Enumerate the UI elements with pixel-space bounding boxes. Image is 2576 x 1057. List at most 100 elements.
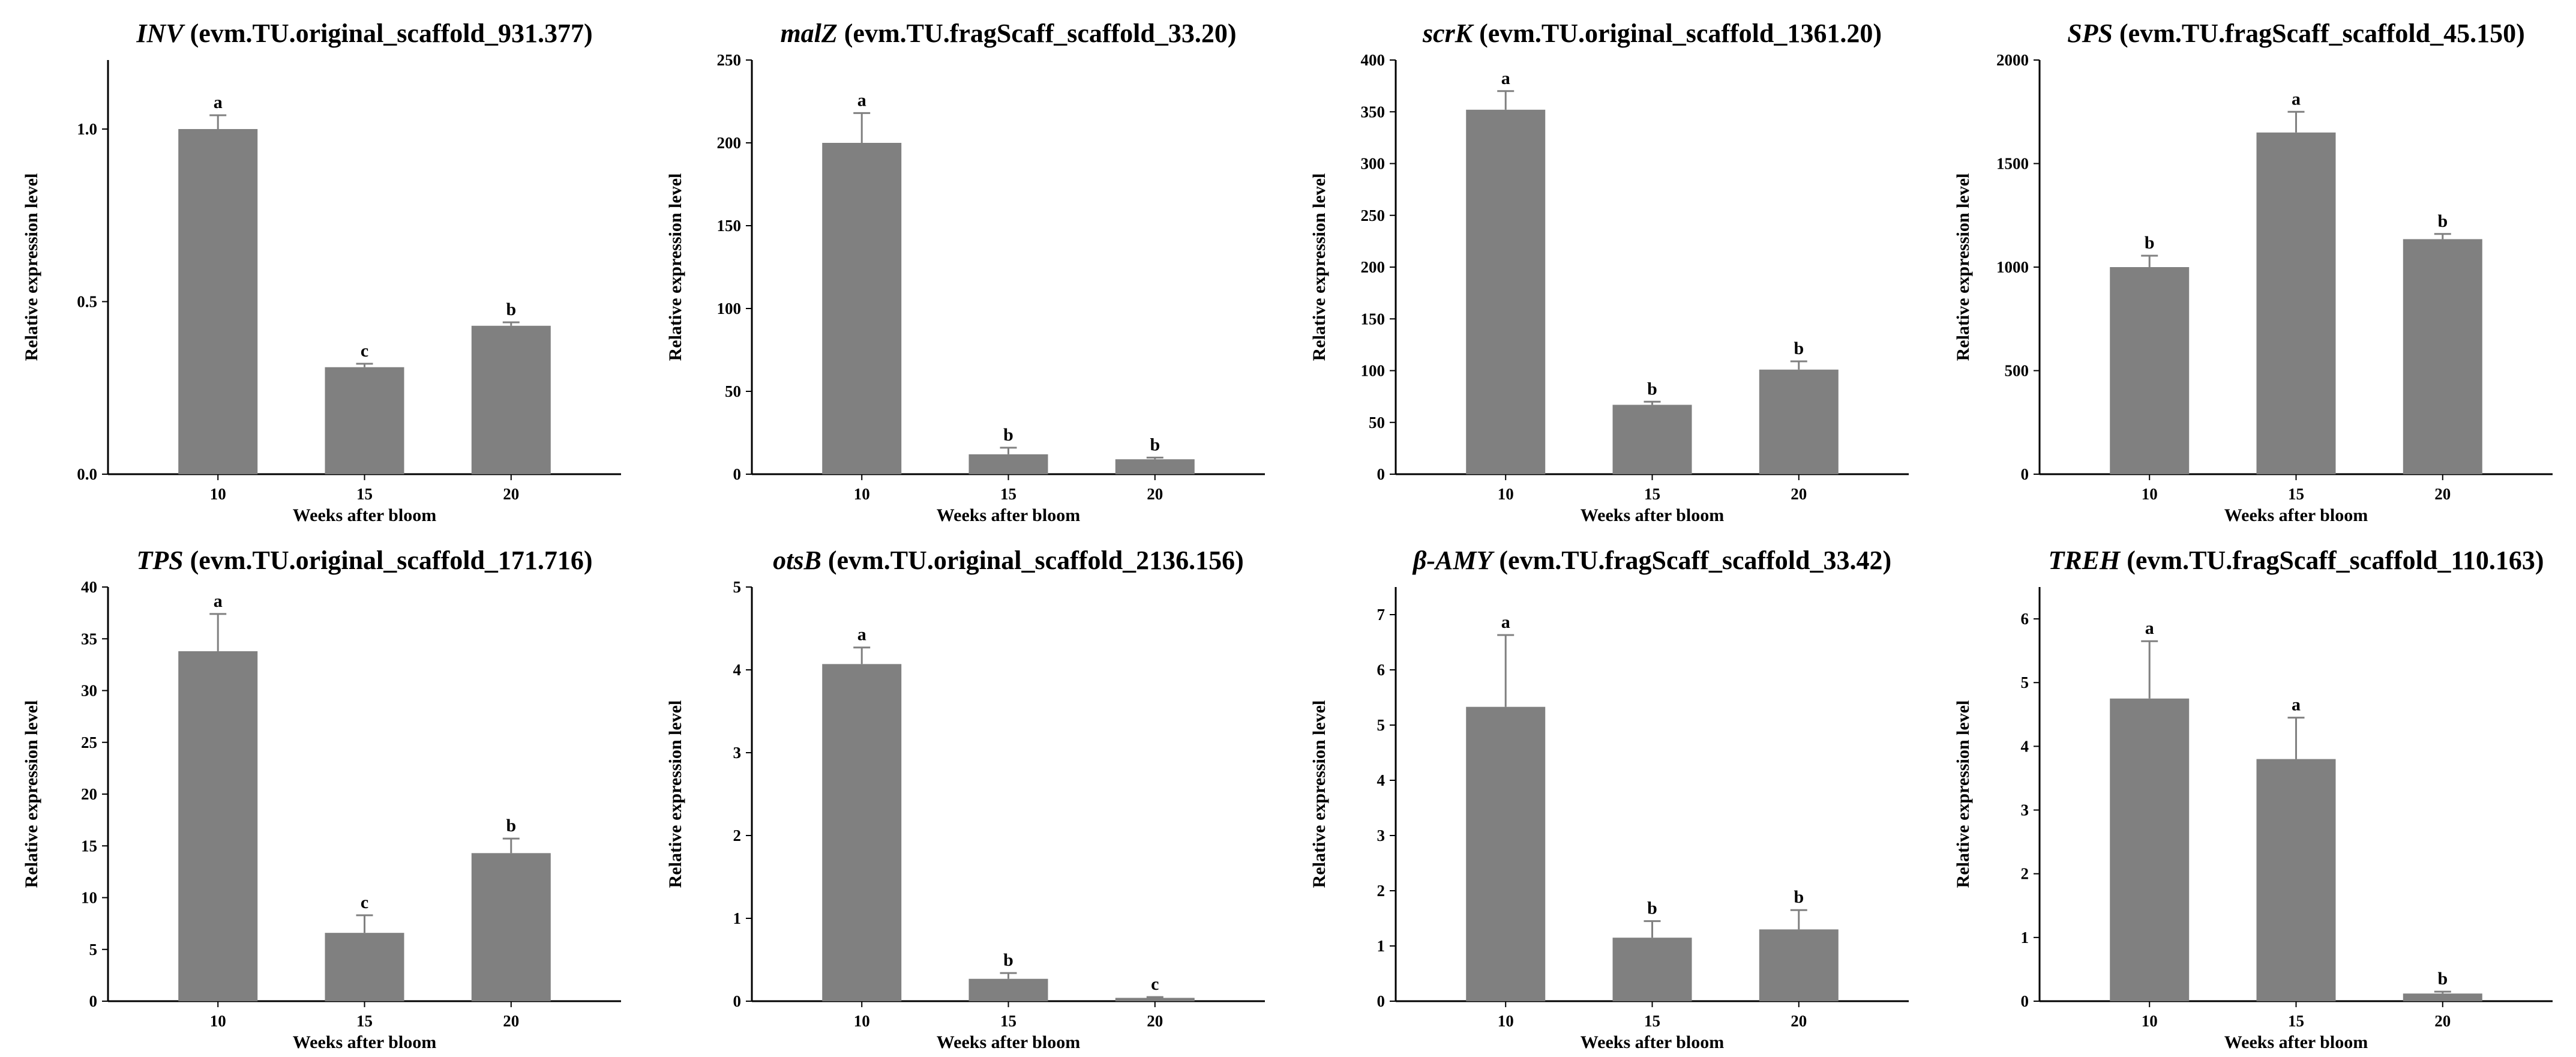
x-tick-label: 10 — [1498, 485, 1514, 503]
y-tick-label: 100 — [1361, 362, 1386, 380]
chart-svg: TPS (evm.TU.original_scaffold_171.716) 0 5… — [22, 546, 621, 1052]
chart-title: otsB (evm.TU.original_scaffold_2136.156) — [773, 546, 1244, 575]
chart-title: TREH (evm.TU.fragScaff_scaffold_110.163) — [2048, 546, 2544, 575]
significance-label: b — [1003, 950, 1013, 970]
y-tick-label: 0 — [89, 992, 98, 1010]
x-tick-label: 10 — [854, 1012, 870, 1030]
bar — [178, 651, 258, 1001]
y-tick-label: 0 — [2021, 992, 2029, 1010]
chart-title-id: (evm.TU.original_scaffold_171.716) — [184, 546, 593, 575]
y-axis-title: Relative expression level — [665, 700, 685, 888]
x-tick-label: 20 — [1791, 485, 1807, 503]
x-tick-label: 10 — [2142, 1012, 2158, 1030]
y-tick-label: 0 — [1377, 465, 1386, 483]
chart-panel-2: malZ (evm.TU.fragScaff_scaffold_33.20) 0 5… — [644, 0, 1288, 527]
x-tick-label: 20 — [2434, 1012, 2451, 1030]
chart-panel-4: SPS (evm.TU.fragScaff_scaffold_45.150) 0 5… — [1932, 0, 2575, 527]
bar — [2403, 239, 2482, 474]
chart-title-id: (evm.TU.fragScaff_scaffold_33.20) — [838, 19, 1237, 48]
x-tick-label: 15 — [356, 485, 373, 503]
y-tick-label: 5 — [2021, 673, 2029, 691]
chart-panel-8: TREH (evm.TU.fragScaff_scaffold_110.163)… — [1932, 527, 2575, 1054]
significance-label: b — [2437, 969, 2448, 989]
significance-label: a — [1501, 68, 1510, 88]
significance-label: b — [1003, 425, 1013, 445]
chart-panel-7: β-AMY (evm.TU.fragScaff_scaffold_33.42) 0… — [1288, 527, 1932, 1054]
x-tick-label: 15 — [1000, 485, 1016, 503]
bar — [1115, 459, 1195, 474]
x-tick-label: 20 — [1147, 1012, 1163, 1030]
bar — [1466, 109, 1546, 475]
significance-label: a — [2292, 89, 2301, 109]
chart-panel-6: otsB (evm.TU.original_scaffold_2136.156)… — [644, 527, 1288, 1054]
bar — [1466, 706, 1546, 1001]
y-tick-label: 500 — [2005, 362, 2029, 380]
x-tick-label: 15 — [2288, 1012, 2304, 1030]
y-tick-label: 6 — [1377, 661, 1386, 679]
x-axis-title: Weeks after bloom — [1581, 1032, 1724, 1052]
chart-title-id: (evm.TU.fragScaff_scaffold_110.163) — [2120, 546, 2544, 575]
significance-label: a — [214, 591, 223, 611]
y-tick-label: 2 — [1377, 882, 1386, 900]
y-tick-label: 5 — [733, 578, 742, 596]
y-tick-label: 4 — [733, 661, 742, 679]
significance-label: b — [506, 816, 516, 836]
chart-title: malZ (evm.TU.fragScaff_scaffold_33.20) — [780, 19, 1236, 48]
y-axis-title: Relative expression level — [1953, 173, 1973, 361]
significance-label: b — [2437, 211, 2448, 231]
y-tick-label: 250 — [1361, 206, 1386, 224]
significance-label: a — [214, 92, 223, 112]
significance-label: b — [1647, 899, 1657, 918]
chart-title: SPS (evm.TU.fragScaff_scaffold_45.150) — [2067, 19, 2525, 48]
significance-label: b — [506, 300, 516, 319]
x-axis-title: Weeks after bloom — [2224, 505, 2368, 525]
y-tick-label: 100 — [717, 300, 742, 318]
y-tick-label: 0 — [733, 465, 742, 483]
bar — [2256, 759, 2336, 1001]
bar — [178, 129, 258, 474]
y-tick-label: 350 — [1361, 103, 1386, 121]
x-axis-title: Weeks after bloom — [937, 505, 1080, 525]
chart-title-gene: SPS — [2067, 19, 2113, 48]
bar — [2403, 993, 2482, 1001]
y-tick-label: 3 — [2021, 801, 2029, 819]
bar — [968, 454, 1048, 474]
y-tick-label: 1.0 — [77, 120, 97, 138]
x-tick-label: 20 — [2434, 485, 2451, 503]
bar — [325, 367, 404, 474]
chart-title: INV (evm.TU.original_scaffold_931.377) — [136, 19, 592, 48]
y-tick-label: 150 — [1361, 310, 1386, 328]
x-tick-label: 15 — [1644, 1012, 1660, 1030]
y-tick-label: 3 — [733, 744, 742, 762]
chart-title-id: (evm.TU.original_scaffold_2136.156) — [821, 546, 1244, 575]
significance-label: a — [857, 625, 866, 645]
bar — [471, 325, 551, 474]
x-tick-label: 20 — [503, 1012, 519, 1030]
bar — [325, 933, 404, 1001]
x-tick-label: 20 — [1791, 1012, 1807, 1030]
y-tick-label: 25 — [81, 733, 97, 751]
chart-panel-1: INV (evm.TU.original_scaffold_931.377) 0.… — [0, 0, 644, 527]
chart-title-id: (evm.TU.fragScaff_scaffold_33.42) — [1492, 546, 1891, 575]
y-axis-title: Relative expression level — [22, 700, 41, 888]
y-tick-label: 5 — [1377, 716, 1386, 734]
y-tick-label: 30 — [81, 682, 97, 700]
x-axis-title: Weeks after bloom — [1581, 505, 1724, 525]
significance-label: b — [2145, 233, 2155, 253]
chart-title-gene: TPS — [136, 546, 183, 575]
y-tick-label: 1000 — [1996, 258, 2029, 276]
bar — [1115, 998, 1195, 1001]
x-tick-label: 10 — [1498, 1012, 1514, 1030]
x-tick-label: 10 — [854, 485, 870, 503]
chart-svg: TREH (evm.TU.fragScaff_scaffold_110.163)… — [1953, 546, 2553, 1052]
x-tick-label: 10 — [2142, 485, 2158, 503]
x-tick-label: 10 — [210, 1012, 226, 1030]
y-tick-label: 5 — [89, 941, 98, 959]
y-tick-label: 6 — [2021, 610, 2029, 628]
bar — [1612, 938, 1692, 1001]
significance-label: c — [361, 341, 368, 361]
x-tick-label: 10 — [210, 485, 226, 503]
y-tick-label: 0.5 — [77, 293, 97, 311]
chart-panel-5: TPS (evm.TU.original_scaffold_171.716) 0 5… — [0, 527, 644, 1054]
